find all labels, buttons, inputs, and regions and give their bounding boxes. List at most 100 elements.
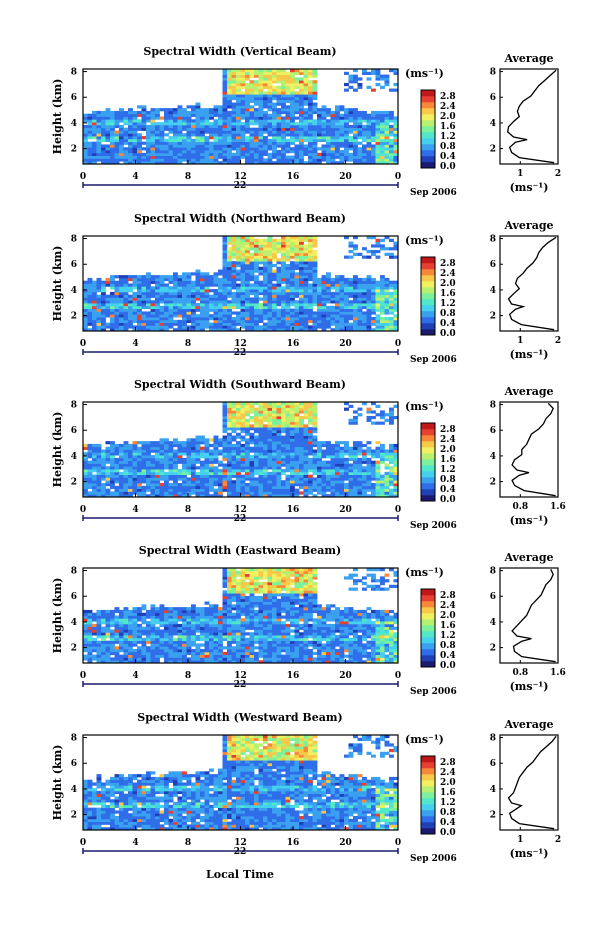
heatmap-cell [110,277,115,282]
heatmap-cell [258,108,264,112]
heatmap-cell [281,480,286,484]
heatmap-cell [267,82,273,87]
heatmap-cell [366,449,372,453]
heatmap-cell [330,122,336,126]
heatmap-cell [128,113,133,117]
heatmap-cell [200,303,205,307]
heatmap-cell [168,319,174,324]
heatmap-cell [303,485,309,490]
heatmap-cell [132,275,138,279]
heatmap-cell [87,289,93,293]
heatmap-cell [389,449,394,453]
heatmap-cell [344,300,349,304]
heatmap-cell [308,480,313,484]
heatmap-cell [231,421,237,425]
heatmap-cell [87,319,93,324]
heatmap-cell [281,429,286,434]
colorbar-swatch [421,323,435,330]
heatmap-cell [218,291,223,296]
heatmap-cell [285,258,291,262]
heatmap-cell [285,438,291,442]
heatmap-cell [276,407,282,411]
colorbar-swatch [421,132,435,139]
heatmap-cell [227,99,232,103]
heatmap-cell [249,283,255,287]
heatmap-cell [245,255,250,259]
heatmap-cell [362,455,367,459]
heatmap-cell [96,122,102,126]
heatmap-cell [263,432,268,436]
heatmap-cell [83,286,88,290]
heatmap-cell [132,294,138,298]
heatmap-cell [258,469,264,473]
heatmap-cell [312,147,318,151]
heatmap-cell [384,294,390,298]
heatmap-cell [218,105,223,109]
heatmap-cell [155,322,160,326]
heatmap-cell [182,319,187,324]
heatmap-cell [164,443,169,448]
heatmap-cell [159,291,165,296]
heatmap-cell [155,491,160,495]
heatmap-cell [123,297,129,301]
heatmap-cell [303,407,309,411]
heatmap-cell [258,418,264,422]
heatmap-cell [236,255,241,259]
heatmap-cell [290,255,295,259]
heatmap-cell [263,474,268,478]
heatmap-cell [164,124,169,129]
heatmap-cell [236,485,241,490]
heatmap-cell [204,150,210,154]
heatmap-cell [299,483,304,487]
heatmap-cell [299,152,304,157]
heatmap-cell [92,485,97,490]
heatmap-cell [263,269,268,273]
heatmap-cell [123,305,129,310]
heatmap-cell [276,463,282,467]
heatmap-cell [294,300,300,304]
heatmap-cell [263,91,268,95]
heatmap-cell [110,480,115,484]
heatmap-cell [303,238,309,242]
heatmap-cell [191,322,196,326]
heatmap-cell [294,404,300,408]
heatmap-cell [299,303,304,307]
heatmap-cell [281,435,286,439]
heatmap-cell [384,477,390,481]
heatmap-cell [258,289,264,293]
heatmap-cell [96,133,102,137]
heatmap-cell [182,460,187,464]
heatmap-cell [227,305,232,310]
heatmap-cell [335,133,340,137]
heatmap-cell [254,141,259,145]
heatmap-cell [150,119,156,123]
heatmap-cell [276,474,282,478]
heatmap-cell [290,452,295,456]
heatmap-cell [128,300,133,304]
heatmap-cell [276,238,282,242]
heatmap-cell [263,404,268,408]
heatmap-cell [353,113,358,117]
heatmap-cell [101,127,106,131]
heatmap-cell [263,152,268,157]
heatmap-cell [353,449,358,453]
heatmap-cell [249,314,255,318]
heatmap-cell [312,141,318,145]
heatmap-cell [299,275,304,279]
heatmap-cell [240,294,246,298]
heatmap-cell [312,94,318,98]
heatmap-cell [146,147,151,151]
heatmap-cell [164,108,169,112]
heatmap-cell [249,471,255,476]
avg-x-tick-label: 1 [517,336,523,346]
heatmap-cell [281,407,286,411]
heatmap-cell [195,110,201,115]
heatmap-cell [168,108,174,112]
heatmap-cell [146,297,151,301]
heatmap-cell [240,249,246,254]
heatmap-cell [132,291,138,296]
heatmap-cell [222,108,228,112]
heatmap-cell [204,124,210,129]
heatmap-cell [285,94,291,98]
heatmap-cell [249,252,255,256]
